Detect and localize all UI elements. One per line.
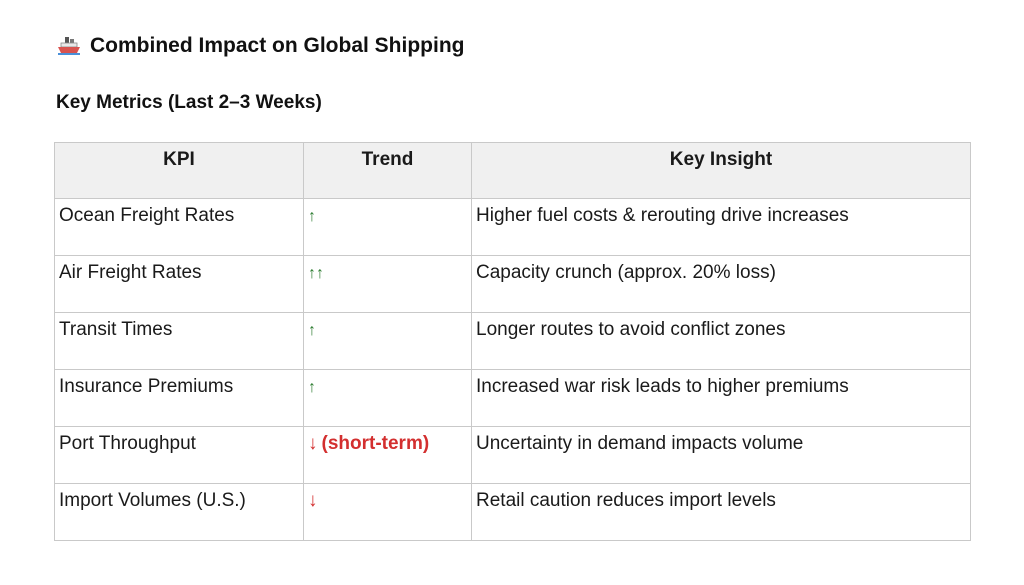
table-row: Port Throughput ↓ (short-term) Uncertaint… — [54, 426, 971, 484]
insight-cell: Higher fuel costs & rerouting drive incr… — [471, 198, 971, 256]
trend-cell: ↑↑ — [303, 255, 472, 313]
insight-cell: Increased war risk leads to higher premi… — [471, 369, 971, 427]
table-row: Air Freight Rates ↑↑ Capacity crunch (ap… — [54, 255, 971, 313]
kpi-cell: Air Freight Rates — [54, 255, 304, 313]
trend-cell: ↓ (short-term) — [303, 426, 472, 484]
ship-icon — [56, 34, 82, 58]
trend-cell: ↓ — [303, 483, 472, 541]
insight-cell: Uncertainty in demand impacts volume — [471, 426, 971, 484]
trend-up-arrow-icon: ↑ — [308, 322, 316, 339]
kpi-cell: Import Volumes (U.S.) — [54, 483, 304, 541]
trend-cell: ↑ — [303, 312, 472, 370]
kpi-cell: Insurance Premiums — [54, 369, 304, 427]
trend-double-up-arrow-icon: ↑↑ — [308, 265, 324, 282]
column-header-insight: Key Insight — [471, 142, 971, 199]
table-header-row: KPI Trend Key Insight — [54, 142, 971, 199]
trend-down-arrow-icon: ↓ — [308, 490, 318, 511]
trend-up-arrow-icon: ↑ — [308, 208, 316, 225]
kpi-cell: Transit Times — [54, 312, 304, 370]
section-title: Key Metrics (Last 2–3 Weeks) — [56, 92, 322, 113]
kpi-cell: Ocean Freight Rates — [54, 198, 304, 256]
column-header-kpi: KPI — [54, 142, 304, 199]
trend-cell: ↑ — [303, 198, 472, 256]
trend-down-arrow-icon: ↓ — [308, 433, 318, 454]
table-row: Insurance Premiums ↑ Increased war risk … — [54, 369, 971, 427]
table-row: Transit Times ↑ Longer routes to avoid c… — [54, 312, 971, 370]
trend-note: (short-term) — [321, 433, 430, 454]
table-row: Import Volumes (U.S.) ↓ Retail caution r… — [54, 483, 971, 541]
kpi-table: KPI Trend Key Insight Ocean Freight Rate… — [54, 142, 971, 541]
page-title: Combined Impact on Global Shipping — [90, 34, 465, 57]
page-heading: Combined Impact on Global Shipping — [56, 34, 465, 58]
table-row: Ocean Freight Rates ↑ Higher fuel costs … — [54, 198, 971, 256]
insight-cell: Longer routes to avoid conflict zones — [471, 312, 971, 370]
trend-cell: ↑ — [303, 369, 472, 427]
insight-cell: Retail caution reduces import levels — [471, 483, 971, 541]
kpi-cell: Port Throughput — [54, 426, 304, 484]
column-header-trend: Trend — [303, 142, 472, 199]
insight-cell: Capacity crunch (approx. 20% loss) — [471, 255, 971, 313]
trend-up-arrow-icon: ↑ — [308, 379, 316, 396]
